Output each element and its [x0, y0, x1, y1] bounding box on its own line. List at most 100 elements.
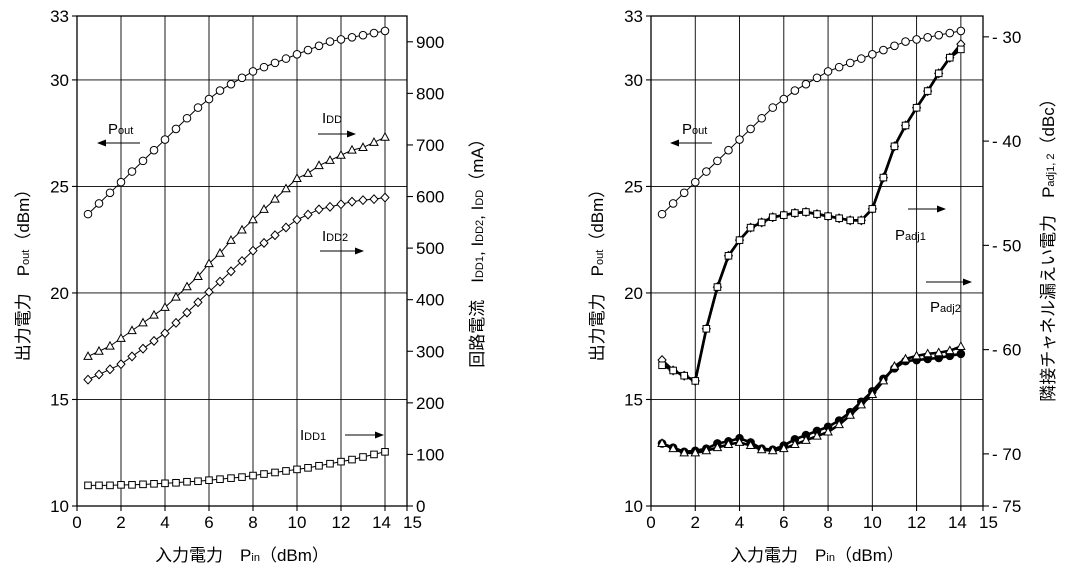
data-point [702, 167, 711, 176]
data-point [712, 442, 723, 452]
data-point [138, 156, 148, 166]
data-point [226, 79, 236, 89]
x-tick-label: 4 [160, 513, 169, 532]
plot-frame [650, 15, 984, 507]
y-right-tick-label: 500 [416, 239, 444, 258]
y-right-tick-label: - 70 [992, 445, 1021, 464]
data-point [347, 196, 357, 207]
y-left-label-suffix: （dBm） [14, 181, 33, 250]
y-right-label-part: 隣接チャネル漏えい電力 P [1039, 187, 1058, 402]
y-right-label-suffix: （dBc） [1039, 90, 1058, 153]
data-point [723, 439, 734, 448]
data-point [824, 212, 832, 220]
data-point [336, 35, 346, 44]
data-point [248, 67, 258, 76]
data-point [934, 69, 943, 78]
data-point [923, 87, 932, 95]
x-axis-label: 入力電力 Pin（dBm） [155, 546, 329, 565]
series-line [661, 352, 962, 454]
x-tick-label: 6 [779, 513, 788, 532]
label-pout-base: P [108, 121, 118, 138]
data-point [248, 214, 258, 224]
data-point [336, 199, 346, 210]
data-point [856, 399, 867, 409]
data-point [369, 28, 379, 38]
data-point [94, 345, 104, 355]
data-point [238, 473, 246, 481]
data-point [680, 371, 689, 380]
data-point [868, 205, 877, 213]
data-point [314, 41, 324, 51]
data-point [867, 389, 878, 398]
data-point [956, 349, 966, 359]
data-point [791, 209, 799, 217]
y-right-tick-label: - 60 [992, 341, 1021, 360]
arrow-idd-head [347, 130, 356, 138]
series-line [661, 345, 962, 455]
x-tick-label: 2 [116, 513, 125, 532]
data-point [658, 361, 666, 370]
data-point [679, 188, 689, 198]
data-point [106, 481, 114, 490]
y-left-tick-label: 20 [50, 284, 69, 303]
x-axis-label: 入力電力 Pin（dBm） [730, 546, 904, 565]
data-point [182, 307, 192, 318]
y-right-tick-label: 200 [416, 394, 444, 413]
data-point [381, 448, 389, 456]
data-point [713, 283, 722, 291]
x-tick-label: 4 [735, 513, 744, 532]
data-point [889, 360, 900, 370]
data-point [227, 474, 235, 482]
label-pout: Pout [108, 121, 133, 138]
data-point [105, 364, 115, 375]
x-axis-label-prefix: 入力電力 P [155, 546, 251, 565]
y-left-label-prefix: 出力電力 P [588, 265, 607, 361]
label-idd2-sub: DD2 [326, 232, 348, 244]
y-right-tick-label: - 50 [992, 236, 1021, 255]
x-tick-label: 14 [948, 513, 967, 532]
data-point [812, 430, 822, 440]
x-tick-label: 14 [372, 513, 391, 532]
data-point [94, 369, 104, 380]
data-point [204, 286, 214, 297]
grid [651, 16, 983, 506]
data-point [83, 351, 93, 360]
y-right-tick-label: 600 [416, 188, 444, 207]
series-line [661, 30, 961, 215]
data-point [193, 297, 203, 308]
data-point [150, 480, 158, 488]
x-axis-label-sub: in [826, 552, 835, 564]
x-tick-label: 2 [691, 513, 700, 532]
data-point [138, 317, 148, 327]
data-point [923, 33, 932, 42]
data-point [160, 302, 170, 311]
y-right-tick-label: 300 [416, 342, 444, 361]
label-padj1-base: P [895, 227, 905, 244]
data-point [812, 73, 822, 83]
data-point [380, 26, 390, 36]
data-point [369, 137, 379, 146]
x-tick-label: 0 [646, 513, 655, 532]
y-left-tick-label: 25 [50, 177, 69, 196]
data-point [204, 258, 214, 268]
data-point [901, 121, 910, 130]
y-left-label-suffix: （dBm） [588, 181, 607, 250]
data-point [944, 345, 955, 355]
data-point [95, 481, 103, 490]
data-point [813, 210, 821, 218]
series-Pout-circle [83, 26, 390, 219]
x-tick-label: 10 [863, 513, 882, 532]
data-point [314, 204, 324, 215]
data-point [116, 359, 126, 370]
data-point [757, 113, 766, 123]
arrow-pout-head [97, 139, 106, 147]
data-point [149, 145, 159, 155]
y-left-label-prefix: 出力電力 P [14, 265, 33, 361]
data-point [370, 450, 378, 459]
data-point [128, 481, 136, 489]
data-point [380, 192, 390, 203]
x-tick-label: 15 [979, 513, 998, 532]
data-point [293, 465, 301, 474]
data-point [249, 471, 257, 480]
data-point [668, 199, 678, 208]
